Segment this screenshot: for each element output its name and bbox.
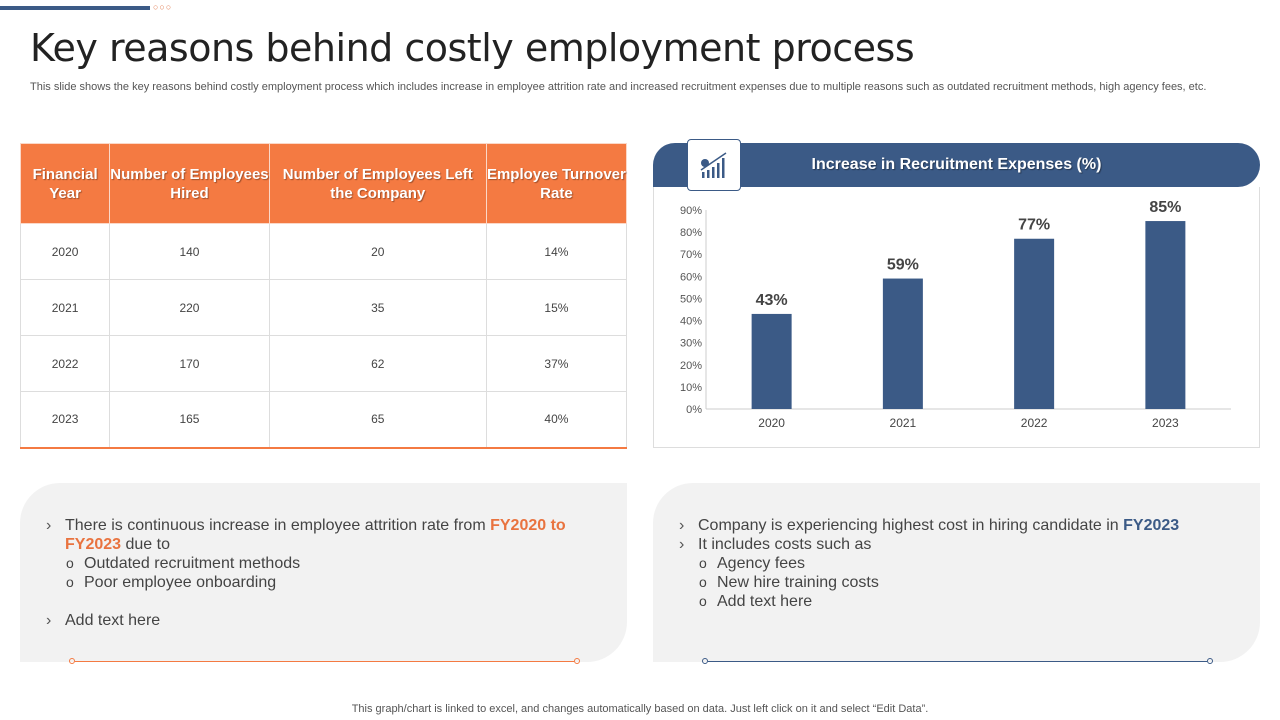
column-header: Financial Year [19,143,111,224]
chart-growth-icon [687,139,741,191]
table-cell: 35 [268,279,487,336]
bar [1145,221,1186,409]
chart-area: 0% 10% 20% 30% 40% 50% 60% 70% 80% 90% 43% 2020 59% 2… [653,187,1260,448]
y-tick-label: 90% [680,205,702,217]
list-item: It includes costs such as [679,535,1240,554]
list-item: There is continuous increase in employee… [46,516,607,554]
table-row: 2021 220 35 15% [19,279,628,336]
x-tick-label: 2020 [758,416,785,430]
table-cell: 65 [268,391,487,449]
list-item: Company is experiencing highest cost in … [679,516,1240,535]
chart-title: Increase in Recruitment Expenses (%) [811,156,1102,173]
bar [1014,238,1055,409]
table-cell: 2020 [19,223,111,280]
table-row: 2020 140 20 14% [19,223,628,280]
table-cell: 20 [268,223,487,280]
table-cell: 40% [485,391,628,449]
page-title: Key reasons behind costly employment pro… [30,26,915,70]
footer-note: This graph/chart is linked to excel, and… [351,703,929,715]
data-label: 43% [756,292,788,309]
divider [75,661,574,662]
x-tick-label: 2023 [1152,416,1179,430]
bar [882,278,923,409]
divider-dot [1207,658,1213,664]
column-header: Employee Turnover Rate [485,143,628,224]
table-cell: 14% [485,223,628,280]
list-item: Poor employee onboarding [46,573,607,592]
y-tick-label: 0% [686,404,702,416]
table-cell: 2023 [19,391,111,449]
divider-dot [702,658,708,664]
table-cell: 2021 [19,279,111,336]
table-cell: 15% [485,279,628,336]
table-cell: 170 [109,335,270,392]
bar-chart: 0% 10% 20% 30% 40% 50% 60% 70% 80% 90% 43% 2020 59% 2… [680,199,1231,430]
y-tick-label: 10% [680,382,702,394]
y-tick-label: 50% [680,293,702,305]
list-item: New hire training costs [679,573,1240,592]
x-tick-label: 2022 [1021,416,1048,430]
expenses-panel: Company is experiencing highest cost in … [653,483,1260,662]
y-tick-label: 60% [680,271,702,283]
column-header: Number of Employees Left the Company [268,143,487,224]
table-cell: 62 [268,335,487,392]
y-tick-label: 20% [680,360,702,372]
data-label: 77% [1018,217,1050,234]
table-cell: 220 [109,279,270,336]
data-label: 59% [887,257,919,274]
list-item: Add text here [46,611,607,630]
data-label: 85% [1149,199,1181,216]
divider-dot [574,658,580,664]
table-cell: 140 [109,223,270,280]
table-cell: 2022 [19,335,111,392]
data-table: Financial Year Number of Employees Hired N… [19,143,628,449]
top-accent-bar [0,6,150,10]
divider-dot [69,658,75,664]
table-cell: 37% [485,335,628,392]
column-header: Number of Employees Hired [109,143,270,224]
chart-header: Increase in Recruitment Expenses (%) [653,143,1260,187]
decorative-dots-icon: ○○○ [153,2,173,12]
table-row: 2022 170 62 37% [19,335,628,392]
y-tick-label: 40% [680,316,702,328]
list-item: Outdated recruitment methods [46,554,607,573]
list-item: Add text here [679,592,1240,611]
table-row: 2023 165 65 40% [19,391,628,449]
table-cell: 165 [109,391,270,449]
y-tick-label: 30% [680,338,702,350]
subtitle: This slide shows the key reasons behind … [30,81,1207,93]
bar [751,313,792,409]
list-item: Agency fees [679,554,1240,573]
y-tick-label: 80% [680,227,702,239]
x-tick-label: 2021 [890,416,917,430]
attrition-panel: There is continuous increase in employee… [20,483,627,662]
divider [708,661,1207,662]
y-tick-label: 70% [680,249,702,261]
